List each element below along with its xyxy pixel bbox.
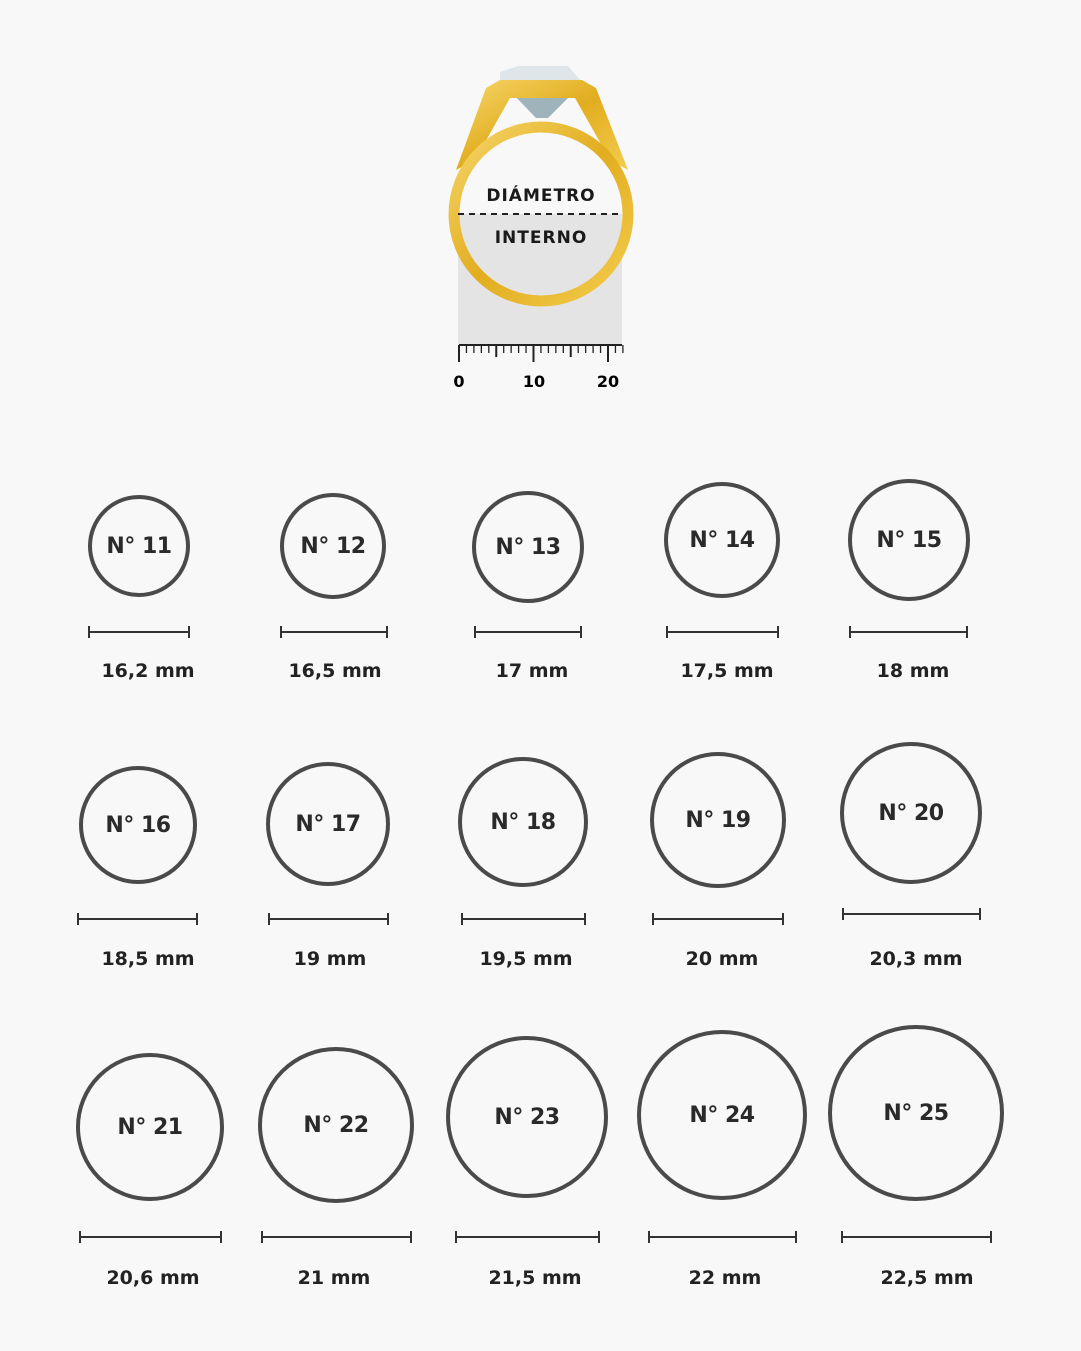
- ring-size-circle: N° 14: [664, 482, 780, 598]
- ring-size-label: N° 19: [685, 807, 751, 833]
- diameter-label: 19,5 mm: [479, 948, 573, 970]
- label-diametro: DIÁMETRO: [486, 184, 595, 206]
- ring-size-label: N° 16: [105, 812, 171, 838]
- diameter-label: 20,3 mm: [869, 948, 963, 970]
- ring-size-label: N° 11: [106, 533, 172, 559]
- diameter-label: 20 mm: [685, 948, 759, 970]
- ring-size-circle: N° 22: [258, 1047, 414, 1203]
- diamond-icon: [500, 66, 582, 82]
- ring-size-label: N° 21: [117, 1114, 183, 1140]
- diameter-label: 19 mm: [293, 948, 367, 970]
- diameter-bar: [648, 1231, 797, 1243]
- diameter-label: 22,5 mm: [880, 1267, 974, 1289]
- diameter-label: 17 mm: [495, 660, 569, 682]
- diameter-label: 21 mm: [297, 1267, 371, 1289]
- diameter-label: 17,5 mm: [680, 660, 774, 682]
- diameter-label: 20,6 mm: [106, 1267, 200, 1289]
- ring-size-circle: N° 18: [458, 757, 588, 887]
- diameter-bar: [652, 913, 784, 925]
- diameter-bar: [79, 1231, 222, 1243]
- diameter-bar: [842, 908, 981, 920]
- ring-size-label: N° 23: [494, 1104, 560, 1130]
- diameter-bar: [77, 913, 198, 925]
- ring-size-circle: N° 24: [637, 1030, 807, 1200]
- ring-size-label: N° 22: [303, 1112, 369, 1138]
- diameter-bar: [455, 1231, 600, 1243]
- diameter-bar: [849, 626, 968, 638]
- ring-size-circle: N° 20: [840, 742, 982, 884]
- diameter-label: 16,5 mm: [288, 660, 382, 682]
- ring-size-label: N° 18: [490, 809, 556, 835]
- ring-size-circle: N° 13: [472, 491, 584, 603]
- diameter-bar: [666, 626, 779, 638]
- diameter-bar: [841, 1231, 992, 1243]
- ring-diameter-illustration: DIÁMETRO INTERNO 0 10 20: [448, 66, 634, 391]
- ring-setting: [456, 80, 628, 170]
- diameter-bar: [280, 626, 388, 638]
- diameter-label: 22 mm: [688, 1267, 762, 1289]
- diameter-bar: [268, 913, 389, 925]
- diameter-label: 18,5 mm: [101, 948, 195, 970]
- diameter-bar: [261, 1231, 412, 1243]
- ring-size-label: N° 13: [495, 534, 561, 560]
- ring-size-label: N° 12: [300, 533, 366, 559]
- ring-size-circle: N° 12: [280, 493, 386, 599]
- ring-size-circle: N° 15: [848, 479, 970, 601]
- ring-size-circle: N° 17: [266, 762, 390, 886]
- diameter-bar: [474, 626, 582, 638]
- ruler: [458, 344, 624, 362]
- ring-size-circle: N° 25: [828, 1025, 1004, 1201]
- ring-size-circle: N° 23: [446, 1036, 608, 1198]
- ring-size-label: N° 15: [876, 527, 942, 553]
- ring-size-circle: N° 11: [88, 495, 190, 597]
- ring-size-label: N° 24: [689, 1102, 755, 1128]
- ring-band: [448, 121, 634, 307]
- ring-size-circle: N° 21: [76, 1053, 224, 1201]
- diameter-label: 18 mm: [876, 660, 950, 682]
- ring-size-label: N° 25: [883, 1100, 949, 1126]
- diameter-label: 21,5 mm: [488, 1267, 582, 1289]
- ring-size-label: N° 17: [295, 811, 361, 837]
- ring-size-label: N° 14: [689, 527, 755, 553]
- diameter-label: 16,2 mm: [101, 660, 195, 682]
- ring-size-label: N° 20: [878, 800, 944, 826]
- diameter-bar: [461, 913, 586, 925]
- label-interno: INTERNO: [495, 228, 588, 248]
- ruler-label-0: 0: [453, 372, 464, 391]
- ruler-label-10: 10: [523, 372, 545, 391]
- ruler-label-20: 20: [597, 372, 619, 391]
- ring-size-circle: N° 16: [79, 766, 197, 884]
- diameter-bar: [88, 626, 190, 638]
- ring-size-circle: N° 19: [650, 752, 786, 888]
